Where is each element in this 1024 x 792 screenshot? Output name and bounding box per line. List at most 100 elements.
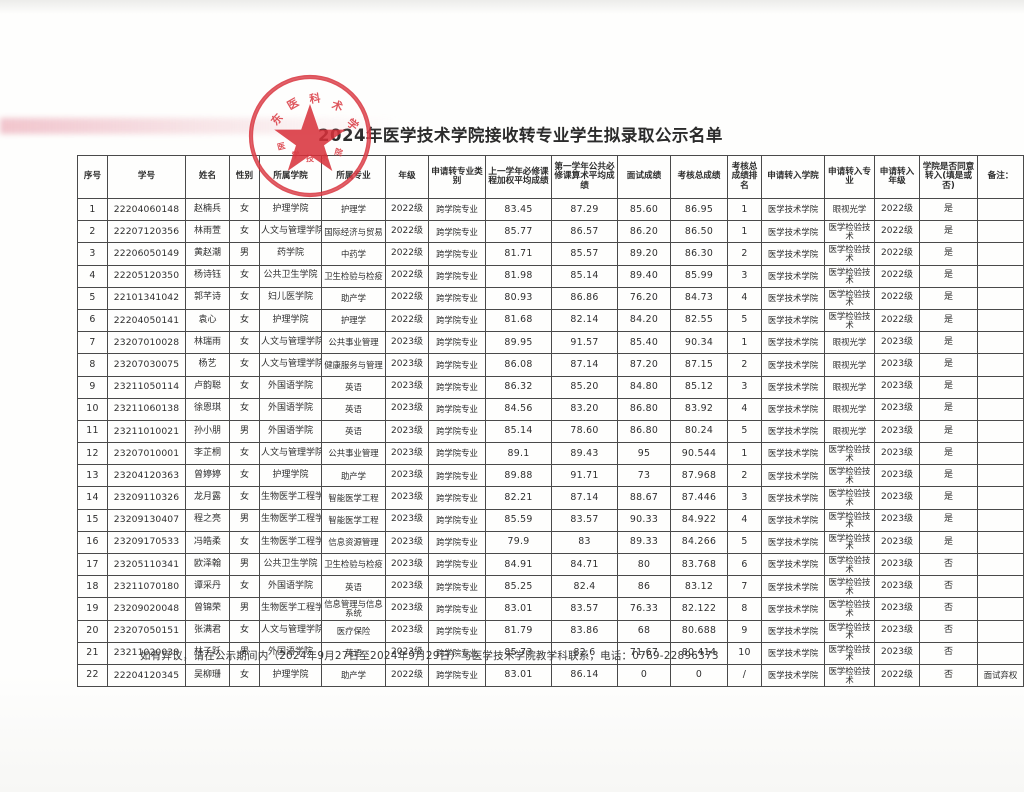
cell-rank: 3 [727,486,762,510]
cell-remarks [977,486,1024,510]
cell-college: 公共卫生学院 [259,264,322,288]
col-header-index: 序号 [77,155,108,199]
cell-gender: 女 [229,264,260,288]
cell-target-grade: 2022级 [874,264,920,288]
cell-target-college: 医学技术学院 [761,220,825,244]
col-header-total-score: 考核总成绩 [670,155,728,199]
cell-approval: 是 [919,486,978,510]
cell-target-grade: 2023级 [874,375,920,399]
cell-index: 14 [77,486,108,510]
cell-target-major: 医学检验技术 [824,308,875,333]
cell-target-grade: 2023级 [874,331,920,355]
cell-student-id: 23205110341 [107,552,186,577]
cell-approval: 是 [919,308,978,333]
cell-target-grade: 2022级 [874,197,920,222]
cell-gender: 男 [229,508,260,532]
cell-total-score: 85.99 [670,264,728,288]
cell-major: 英语 [321,375,386,399]
cell-major: 英语 [321,419,386,444]
table-row: 5 22101341042 郭芊诗女妇儿医学院 助产学 2022级 跨学院专业 80.93 8… [77,286,1024,310]
table-body: 1 22204060148 赵楠兵女护理学院 护理学 2022级 跨学院专业 83.45 87… [77,197,1024,688]
cell-major: 公共事业管理 [321,331,386,355]
cell-college: 外国语学院 [259,375,322,399]
cell-major: 助产学 [321,464,386,488]
cell-target-college: 医学技术学院 [761,286,825,310]
cell-remarks [977,419,1024,444]
cell-transfer-type: 跨学院专业 [428,397,486,421]
cell-grade: 2023级 [385,397,429,421]
cell-rank: 2 [727,353,762,377]
cell-target-grade: 2022级 [874,308,920,333]
cell-interview-score: 89.20 [617,242,671,266]
cell-rank: 7 [727,575,762,599]
cell-index: 15 [77,508,108,532]
cell-interview-score: 85.60 [617,197,671,222]
cell-approval: 否 [919,597,978,621]
cell-grade: 2022级 [385,264,429,288]
cell-approval: 是 [919,419,978,444]
cell-student-id: 23207030075 [107,353,186,377]
cell-total-score: 83.768 [670,552,728,577]
cell-rank: / [727,663,762,688]
cell-target-college: 医学技术学院 [761,242,825,266]
cell-major: 国际经济与贸易 [321,220,386,244]
cell-transfer-type: 跨学院专业 [428,419,486,444]
cell-index: 17 [77,552,108,577]
cell-gender: 女 [229,353,260,377]
cell-prev-year-gpa: 85.59 [485,508,552,532]
cell-name: 程之亮 [185,508,230,532]
cell-first-year-avg: 83.57 [551,508,618,532]
cell-rank: 8 [727,597,762,621]
cell-approval: 是 [919,331,978,355]
table-row: 1923209020048曾锦荣男生物医学工程学院信息管理与信息系统2023级跨… [77,597,1024,621]
cell-rank: 5 [727,530,762,555]
cell-grade: 2023级 [385,331,429,355]
cell-target-college: 医学技术学院 [761,264,825,288]
cell-index: 7 [77,331,108,355]
cell-student-id: 23211070180 [107,575,186,599]
cell-target-college: 医学技术学院 [761,331,825,355]
table-row: 18 23211070180 谭采丹女外国语学院 英语 2023级 跨学院专业 85.25 8… [77,575,1024,599]
cell-rank: 6 [727,552,762,577]
cell-college: 外国语学院 [259,397,322,421]
cell-approval: 否 [919,552,978,577]
cell-gender: 女 [229,663,260,688]
cell-target-college: 医学技术学院 [761,619,825,643]
cell-interview-score: 68 [617,619,671,643]
cell-first-year-avg: 89.43 [551,442,618,466]
cell-student-id: 23207050151 [107,619,186,643]
cell-target-grade: 2023级 [874,353,920,377]
cell-total-score: 87.968 [670,464,728,488]
cell-rank: 1 [727,197,762,222]
table-row: 3 22206050149 黄赵潮男药学院 中药学 2022级 跨学院专业 81.71 85.… [77,242,1024,266]
cell-college: 人文与管理学院 [259,442,322,466]
cell-name: 张满君 [185,619,230,643]
cell-index: 16 [77,530,108,555]
cell-target-college: 医学技术学院 [761,397,825,421]
cell-total-score: 86.30 [670,242,728,266]
cell-target-grade: 2023级 [874,597,920,621]
cell-name: 郭芊诗 [185,286,230,310]
cell-name: 赵楠兵 [185,197,230,222]
cell-target-major: 眼视光学 [824,375,875,399]
cell-target-major: 医学检验技术 [824,220,875,244]
cell-gender: 女 [229,286,260,310]
cell-first-year-avg: 87.14 [551,353,618,377]
cell-target-grade: 2022级 [874,663,920,688]
cell-student-id: 23209110326 [107,486,186,510]
cell-grade: 2022级 [385,308,429,333]
cell-target-grade: 2023级 [874,464,920,488]
cell-gender: 女 [229,308,260,333]
cell-index: 8 [77,353,108,377]
cell-first-year-avg: 83.86 [551,619,618,643]
cell-remarks [977,264,1024,288]
cell-transfer-type: 跨学院专业 [428,220,486,244]
cell-target-grade: 2022级 [874,242,920,266]
cell-target-college: 医学技术学院 [761,597,825,621]
cell-total-score: 82.55 [670,308,728,333]
cell-college: 生物医学工程学院 [259,486,322,510]
cell-target-major: 眼视光学 [824,197,875,222]
cell-gender: 女 [229,331,260,355]
cell-total-score: 83.92 [670,397,728,421]
table-row: 10 23211060138 徐恩琪女外国语学院 英语 2023级 跨学院专业 84.56 8… [77,397,1024,421]
